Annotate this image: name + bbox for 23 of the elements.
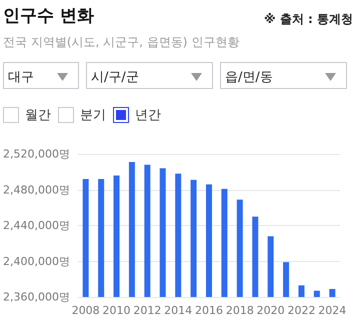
x-tick-label: 2018 <box>226 304 254 317</box>
x-tick-label: 2022 <box>287 304 316 317</box>
y-tick-label: 2,400,000명 <box>3 254 70 268</box>
x-tick-label: 2020 <box>256 304 285 317</box>
text: 월간 <box>25 107 51 124</box>
dropdown: 시/구/군 <box>86 62 213 89</box>
x-tick-label: 2008 <box>72 304 100 317</box>
chart-title: 인구수 변화 <box>3 5 94 27</box>
dropdown: 읍/면/동 <box>220 62 347 89</box>
y-tick-label: 2,480,000명 <box>3 183 70 196</box>
x-tick-label: 2014 <box>164 304 192 317</box>
text: 년간 <box>135 107 161 124</box>
y-tick-label: 2,440,000명 <box>3 219 70 232</box>
text: ※ 출처 : 통계청 <box>264 11 353 28</box>
x-tick-label: 2016 <box>194 304 223 317</box>
y-tick-label: 2,520,000명 <box>3 148 70 160</box>
x-tick-label: 2010 <box>102 304 131 317</box>
x-tick-label: 2024 <box>318 304 346 317</box>
x-tick-label: 2012 <box>133 304 162 317</box>
dropdown: 대구 <box>3 62 79 89</box>
y-tick-label: 2,360,000명 <box>3 290 70 304</box>
chart-subtitle: 전국 지역별(시도, 시군구, 읍면동) 인구현황 <box>3 34 240 51</box>
text: 분기 <box>80 107 106 124</box>
